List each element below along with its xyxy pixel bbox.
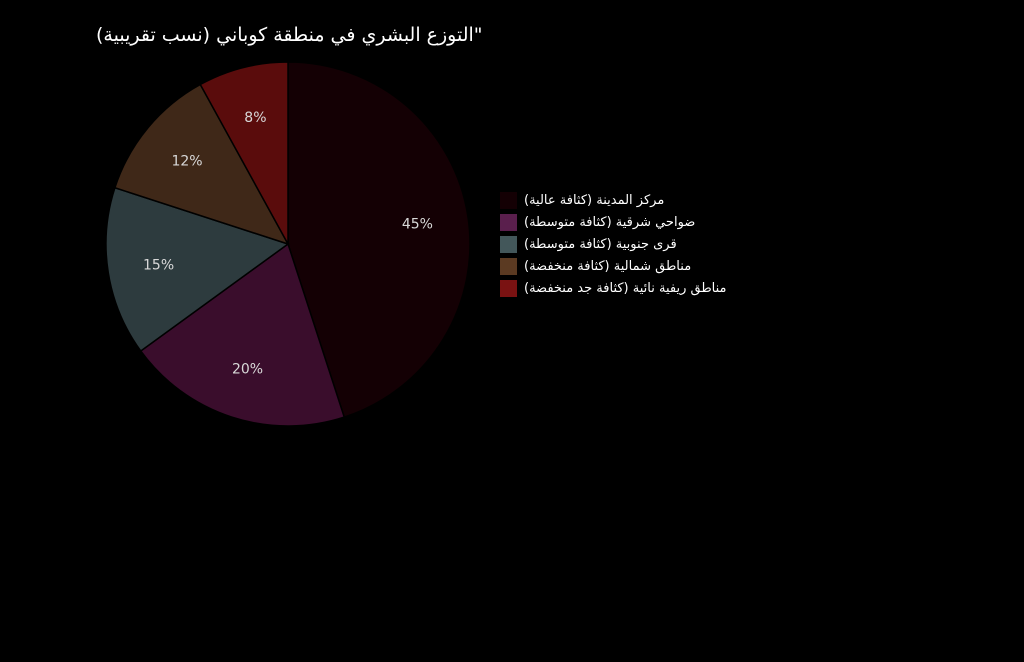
legend-swatch xyxy=(500,213,517,231)
legend-item[interactable]: ضواحي شرقية (كثافة متوسطة) xyxy=(500,211,727,233)
slice-value-label: 45% xyxy=(402,217,433,233)
legend-item[interactable]: مناطق ريفية نائية (كثافة جد منخفضة) xyxy=(500,277,727,299)
legend-item[interactable]: قرى جنوبية (كثافة متوسطة) xyxy=(500,233,727,255)
legend-swatch xyxy=(500,191,517,209)
legend-label: مركز المدينة (كثافة عالية) xyxy=(524,192,665,208)
legend-label: ضواحي شرقية (كثافة متوسطة) xyxy=(524,214,696,230)
legend-item[interactable]: مناطق شمالية (كثافة منخفضة) xyxy=(500,255,727,277)
legend-swatch xyxy=(500,235,517,253)
pie-slice[interactable] xyxy=(105,186,290,353)
legend-swatch xyxy=(500,257,517,275)
legend-label: قرى جنوبية (كثافة متوسطة) xyxy=(524,236,677,252)
legend-swatch xyxy=(500,279,517,297)
slice-value-label: 8% xyxy=(244,110,266,126)
slice-value-label: 15% xyxy=(143,257,174,273)
legend-label: مناطق شمالية (كثافة منخفضة) xyxy=(524,258,692,274)
legend-label: مناطق ريفية نائية (كثافة جد منخفضة) xyxy=(524,280,727,296)
chart-title: "التوزع البشري في منطقة كوباني (نسب تقري… xyxy=(96,24,483,46)
pie-slice[interactable] xyxy=(199,61,289,245)
slice-value-label: 12% xyxy=(171,153,202,169)
chart-legend: مركز المدينة (كثافة عالية) ضواحي شرقية (… xyxy=(500,189,727,299)
pie-slice[interactable] xyxy=(113,83,290,246)
legend-item[interactable]: مركز المدينة (كثافة عالية) xyxy=(500,189,727,211)
slice-value-label: 20% xyxy=(232,362,263,378)
pie-slice[interactable] xyxy=(139,242,346,427)
pie-slice[interactable] xyxy=(287,61,471,419)
